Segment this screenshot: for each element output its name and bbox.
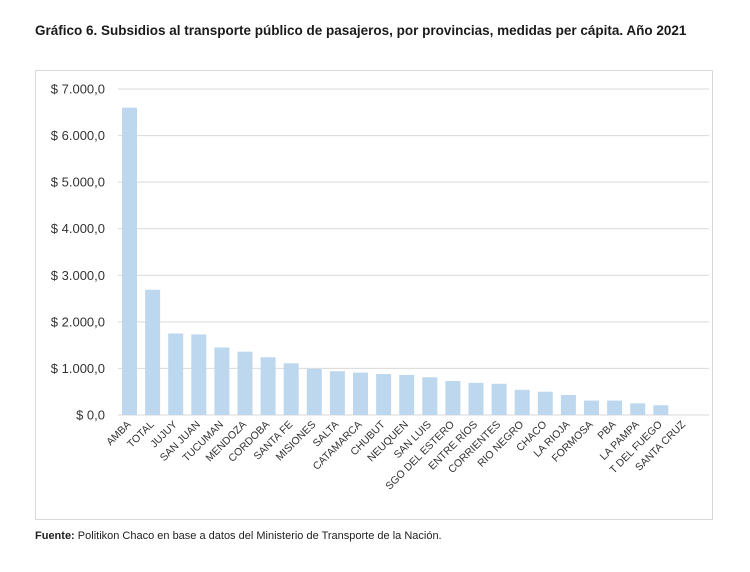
source-text: Politikon Chaco en base a datos del Mini… — [74, 530, 442, 542]
y-tick-label: $ 1.000,0 — [51, 361, 105, 376]
bar-neuquen — [399, 374, 415, 415]
bar-catamarca — [353, 372, 368, 415]
bar-pba — [607, 400, 623, 415]
y-tick-label: $ 5.000,0 — [51, 175, 105, 190]
bar-t-del-fuego — [653, 405, 669, 415]
bar-corrientes — [491, 383, 507, 415]
y-tick-label: $ 3.000,0 — [51, 268, 105, 283]
bar-amba — [122, 107, 137, 415]
y-tick-label: $ 6.000,0 — [51, 128, 105, 143]
bar-san-luis — [422, 377, 438, 415]
bar-san-juan — [191, 334, 207, 415]
bar-sgo-del-estero — [445, 381, 461, 415]
bar-rio-negro — [514, 389, 530, 415]
bar-tucuman — [214, 347, 230, 415]
y-tick-label: $ 4.000,0 — [51, 221, 105, 236]
bar-chaco — [537, 391, 553, 415]
chart-title: Gráfico 6. Subsidios al transporte públi… — [35, 23, 687, 38]
chart-frame: $ 0,0 $ 1.000,0 $ 2.000,0 $ 3.000,0 $ 4.000,… — [35, 70, 713, 520]
source-label: Fuente: — [35, 530, 75, 542]
bar-la-pampa — [630, 403, 646, 415]
bar-salta — [329, 371, 345, 415]
y-tick-label: $ 0,0 — [76, 408, 105, 423]
bar-total — [145, 289, 161, 415]
bar-santa-fe — [283, 363, 299, 415]
bar-chubut — [376, 374, 392, 415]
bar-cordoba — [260, 357, 276, 415]
bar-formosa — [584, 400, 599, 415]
bar-jujuy — [168, 333, 184, 415]
bar-chart: $ 0,0 $ 1.000,0 $ 2.000,0 $ 3.000,0 $ 4.000,… — [51, 82, 709, 492]
bar-la-rioja — [560, 394, 576, 415]
y-tick-label: $ 7.000,0 — [51, 82, 105, 97]
bar-mendoza — [237, 351, 253, 415]
y-tick-label: $ 2.000,0 — [51, 314, 105, 329]
bar-entre-ríos — [468, 382, 484, 415]
bar-misiones — [306, 368, 322, 415]
source-note: Fuente: Politikon Chaco en base a datos … — [35, 530, 442, 542]
